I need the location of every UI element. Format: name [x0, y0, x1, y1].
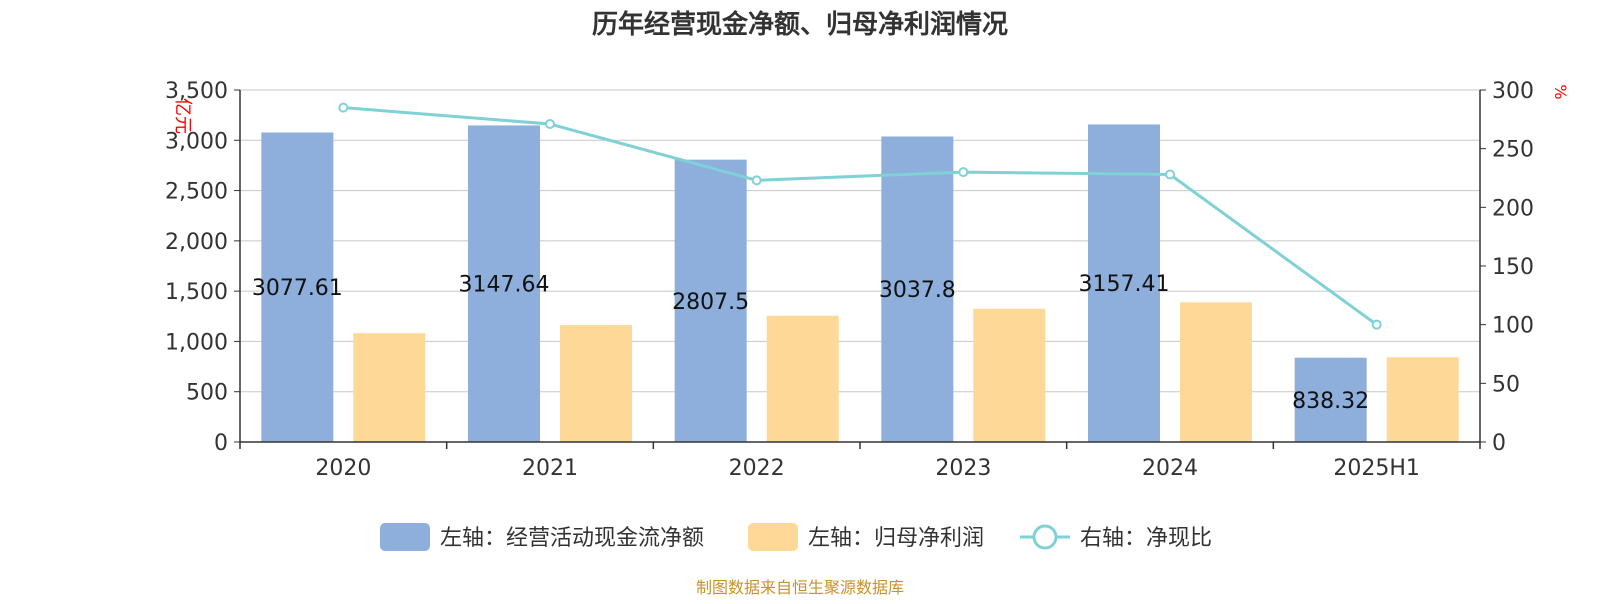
- legend: 左轴：经营活动现金流净额 左轴：归母净利润 右轴：净现比: [380, 523, 1212, 551]
- left-axis-tick-label: 500: [186, 381, 228, 406]
- right-axis-tick-label: 150: [1492, 255, 1534, 280]
- legend-label-net-profit: 左轴：归母净利润: [808, 526, 984, 551]
- ratio-point-2024[interactable]: [1165, 169, 1175, 180]
- bar-net-profit-2025H1[interactable]: [1386, 357, 1459, 442]
- legend-swatch-net-profit: [748, 523, 798, 551]
- ratio-point-2025H1[interactable]: [1371, 319, 1382, 330]
- left-axis-tick-label: 1,500: [165, 280, 228, 305]
- bar-net-profit-2024[interactable]: [1180, 302, 1252, 442]
- ratio-point-2021[interactable]: [545, 119, 555, 130]
- data-label-cash-flow-2023: 3037.8: [879, 278, 956, 303]
- right-axis-tick-label: 200: [1492, 196, 1534, 221]
- bar-cash-flow-2025H1[interactable]: [1294, 357, 1367, 442]
- bar-cash-flow-2021[interactable]: [468, 125, 540, 442]
- ratio-point-2023[interactable]: [958, 167, 969, 178]
- x-axis-tick-label: 2024: [1142, 456, 1198, 481]
- legend-swatch-cash-flow: [380, 523, 430, 551]
- right-axis-tick-label: 100: [1492, 314, 1534, 339]
- data-label-cash-flow-2024: 3157.41: [1079, 272, 1170, 297]
- axes: 0 500 1,000 1,500 2,000 2,500 3,000 3,500 0 50 100…: [165, 79, 1534, 481]
- grid-lines: [240, 89, 1480, 393]
- left-axis-label: 亿元: [172, 98, 193, 134]
- legend-label-cash-flow: 左轴：经营活动现金流净额: [440, 526, 704, 551]
- data-label-cash-flow-2025H1: 838.32: [1292, 389, 1369, 414]
- chart-title: 历年经营现金净额、归母净利润情况: [592, 9, 1008, 40]
- bar-net-profit-2022[interactable]: [766, 315, 839, 442]
- bar-net-profit-2020[interactable]: [353, 333, 426, 442]
- bar-net-profit-2023[interactable]: [973, 308, 1046, 442]
- legend-item-cash-flow[interactable]: 左轴：经营活动现金流净额: [380, 523, 704, 551]
- bar-cash-flow-2024[interactable]: [1088, 124, 1160, 442]
- right-axis-label: %: [1551, 84, 1570, 99]
- bar-cash-flow-2020[interactable]: [261, 132, 334, 443]
- data-label-cash-flow-2022: 2807.5: [672, 290, 749, 315]
- data-label-cash-flow-2020: 3077.61: [252, 276, 343, 301]
- right-axis-tick-label: 250: [1492, 138, 1534, 163]
- left-axis-tick-label: 0: [214, 431, 228, 456]
- right-axis-tick-label: 300: [1492, 79, 1534, 104]
- x-axis-tick-label: 2025H1: [1333, 456, 1420, 481]
- legend-item-net-profit[interactable]: 左轴：归母净利润: [748, 523, 984, 551]
- left-axis-tick-label: 1,000: [165, 330, 228, 355]
- source-note: 制图数据来自恒生聚源数据库: [696, 578, 904, 597]
- right-axis-tick-label: 50: [1492, 372, 1520, 397]
- left-axis-tick-label: 2,000: [165, 230, 228, 255]
- bar-cash-flow-2022[interactable]: [674, 159, 747, 442]
- ratio-point-2020[interactable]: [338, 102, 349, 113]
- legend-swatch-ratio-marker: [1032, 524, 1058, 550]
- left-axis-tick-label: 3,000: [165, 129, 228, 154]
- legend-label-ratio: 右轴：净现比: [1080, 526, 1212, 551]
- bar-cash-flow-2023[interactable]: [881, 136, 954, 442]
- bar-net-profit-2021[interactable]: [560, 325, 632, 442]
- left-axis-tick-label: 3,500: [165, 79, 228, 104]
- x-axis-tick-label: 2023: [935, 456, 991, 481]
- right-axis-tick-label: 0: [1492, 431, 1506, 456]
- ratio-line: [338, 102, 1382, 330]
- x-axis-tick-label: 2022: [729, 456, 785, 481]
- data-label-cash-flow-2021: 3147.64: [459, 273, 550, 298]
- left-axis-tick-label: 2,500: [165, 180, 228, 205]
- legend-item-ratio[interactable]: 右轴：净现比: [1020, 524, 1212, 551]
- x-axis-tick-label: 2021: [522, 456, 578, 481]
- bars: [261, 124, 1459, 443]
- ratio-line-path: [343, 106, 1378, 326]
- x-axis-tick-label: 2020: [315, 456, 371, 481]
- data-labels: 3077.61 3147.64 2807.5 3037.8 3157.41 838.32: [252, 272, 1369, 414]
- ratio-point-2022[interactable]: [751, 175, 762, 186]
